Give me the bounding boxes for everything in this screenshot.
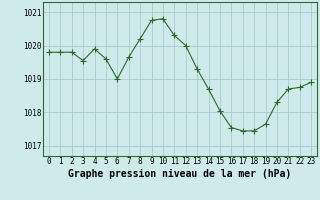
X-axis label: Graphe pression niveau de la mer (hPa): Graphe pression niveau de la mer (hPa) (68, 169, 292, 179)
